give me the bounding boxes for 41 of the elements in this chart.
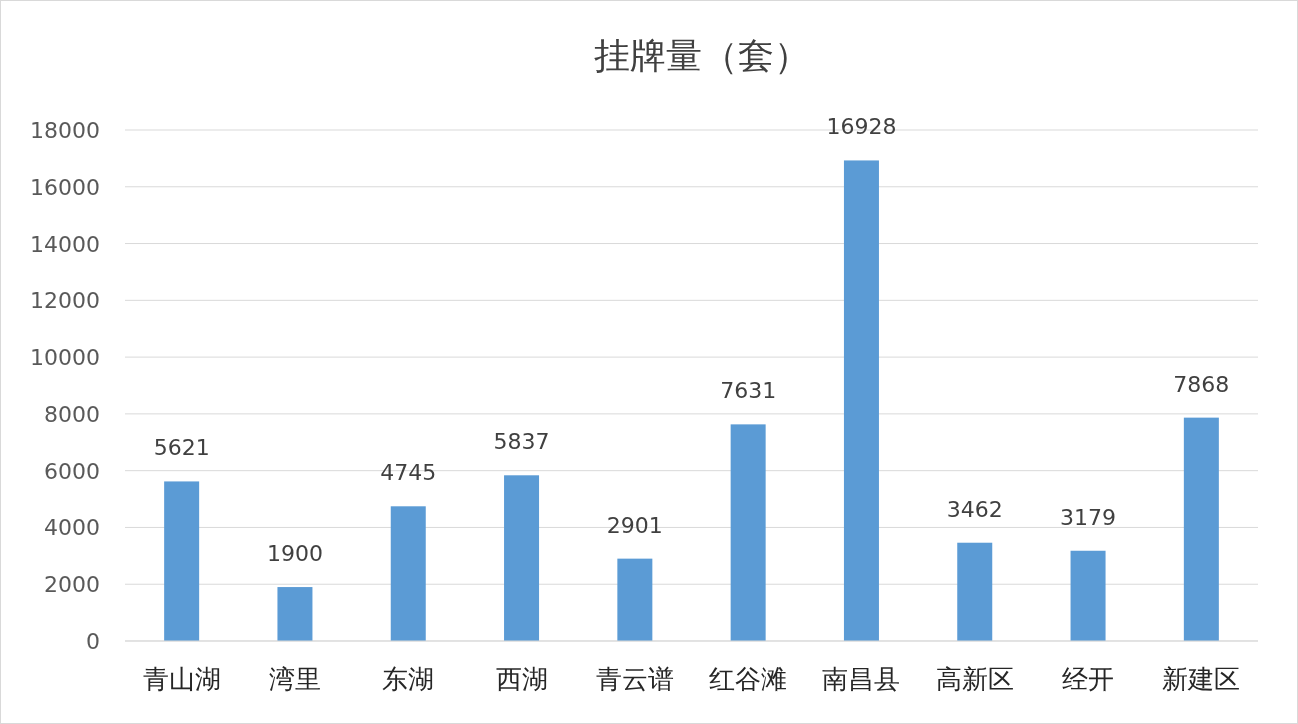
y-tick-label: 8000	[44, 401, 100, 427]
x-tick-label: 新建区	[1162, 664, 1241, 694]
bar	[504, 475, 540, 641]
chart-title: 挂牌量（套）	[593, 35, 810, 76]
x-tick-label: 高新区	[935, 664, 1014, 694]
data-label: 1900	[266, 541, 323, 567]
bar	[390, 506, 426, 641]
bar	[164, 481, 200, 641]
x-tick-label: 青云谱	[595, 664, 674, 694]
x-tick-label: 南昌县	[822, 664, 901, 694]
y-tick-label: 18000	[30, 118, 100, 143]
data-label: 3462	[946, 496, 1003, 522]
data-label: 4745	[380, 460, 437, 486]
x-tick-label: 西湖	[495, 664, 548, 694]
y-tick-label: 4000	[44, 515, 100, 541]
x-tick-label: 红谷滩	[709, 664, 788, 694]
y-tick-label: 0	[86, 629, 100, 654]
bar	[617, 558, 653, 641]
data-label: 2901	[606, 512, 663, 538]
x-tick-label: 经开	[1062, 664, 1115, 694]
y-tick-label: 14000	[30, 231, 100, 257]
y-tick-label: 6000	[44, 458, 100, 484]
bar	[843, 160, 879, 641]
x-tick-label: 东湖	[382, 664, 435, 694]
bar	[1070, 550, 1106, 641]
data-label: 7631	[720, 378, 777, 404]
bar	[1183, 417, 1219, 641]
bar	[730, 424, 766, 641]
data-label: 5621	[153, 435, 210, 461]
y-tick-label: 16000	[30, 174, 100, 200]
y-tick-label: 12000	[30, 288, 100, 314]
data-label: 5837	[493, 429, 550, 455]
y-tick-label: 2000	[44, 572, 100, 598]
data-label: 16928	[826, 114, 897, 140]
x-tick-label: 青山湖	[142, 664, 221, 694]
y-tick-label: 10000	[30, 345, 100, 371]
bar	[957, 542, 993, 641]
bar	[277, 587, 313, 641]
data-label: 3179	[1060, 504, 1117, 530]
data-label: 7868	[1173, 371, 1230, 397]
x-tick-label: 湾里	[268, 664, 321, 694]
